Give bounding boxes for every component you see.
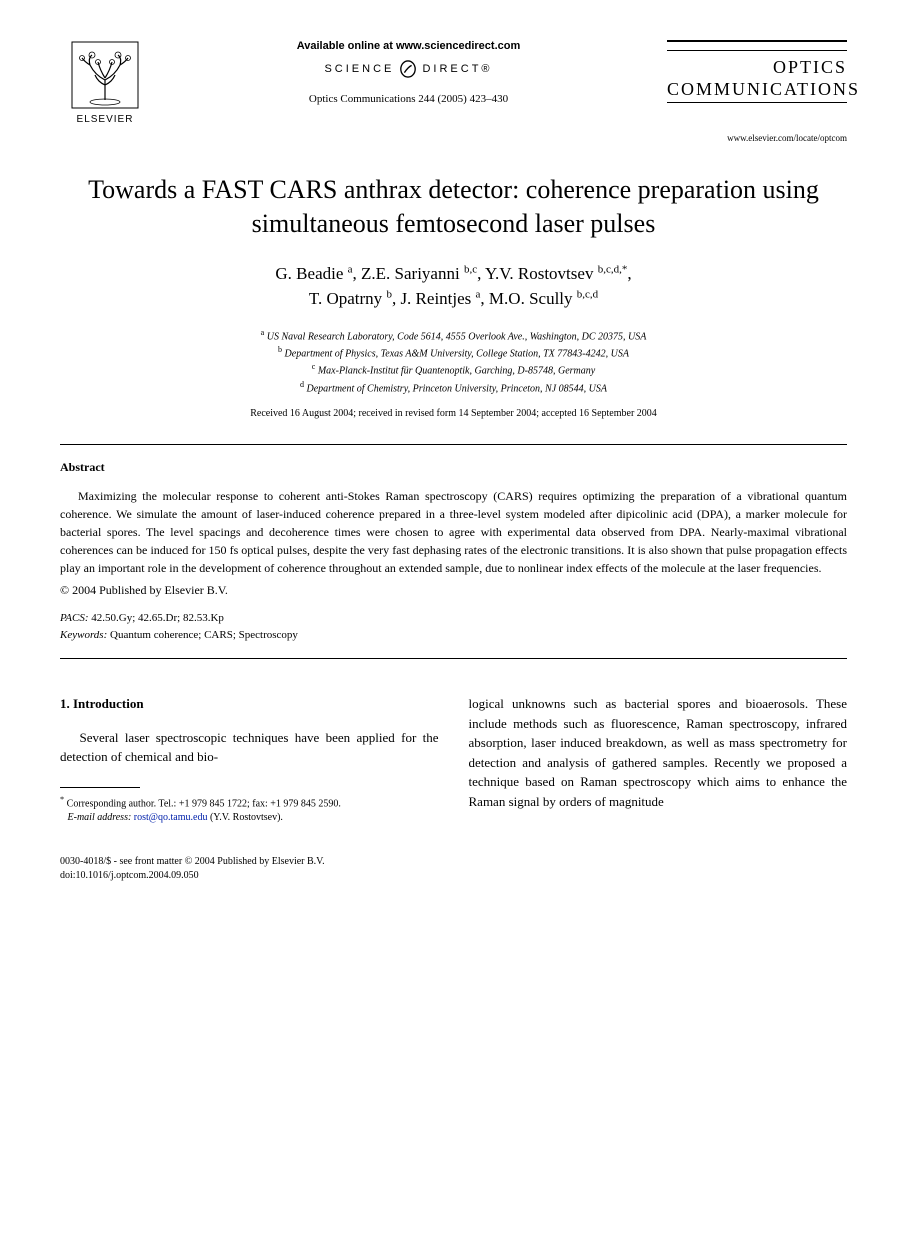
divider	[60, 658, 847, 659]
journal-name-line1: OPTICS	[667, 57, 847, 79]
footnote-text: Corresponding author. Tel.: +1 979 845 1…	[67, 798, 341, 809]
author-affil-sup: b,c	[464, 263, 477, 275]
available-online-text: Available online at www.sciencedirect.co…	[170, 40, 647, 52]
divider	[60, 444, 847, 445]
footnote-separator	[60, 787, 140, 788]
email-footnote: E-mail address: rost@qo.tamu.edu (Y.V. R…	[60, 811, 439, 825]
center-header: Available online at www.sciencedirect.co…	[150, 40, 667, 105]
pacs-label: PACS:	[60, 612, 89, 624]
author-affil-sup: b,c,d,*	[598, 263, 628, 275]
corresponding-author-footnote: * Corresponding author. Tel.: +1 979 845…	[60, 794, 439, 811]
affiliation-line: b Department of Physics, Texas A&M Unive…	[60, 344, 847, 361]
publisher-name: ELSEVIER	[77, 114, 134, 125]
body-paragraph: logical unknowns such as bacterial spore…	[469, 694, 848, 811]
pacs-values: 42.50.Gy; 42.65.Dr; 82.53.Kp	[89, 612, 224, 624]
affiliation-text: Department of Chemistry, Princeton Unive…	[306, 383, 607, 394]
authors-block: G. Beadie a, Z.E. Sariyanni b,c, Y.V. Ro…	[60, 261, 847, 312]
keywords-line: Keywords: Quantum coherence; CARS; Spect…	[60, 627, 847, 644]
footer-copyright: 0030-4018/$ - see front matter © 2004 Pu…	[60, 855, 847, 869]
paper-title: Towards a FAST CARS anthrax detector: co…	[60, 173, 847, 241]
elsevier-logo: ELSEVIER	[60, 40, 150, 140]
affiliation-line: a US Naval Research Laboratory, Code 561…	[60, 327, 847, 344]
copyright-line: © 2004 Published by Elsevier B.V.	[60, 583, 847, 598]
author-text: T. Opatrny	[309, 289, 387, 308]
section-heading: 1. Introduction	[60, 694, 439, 714]
abstract-text: Maximizing the molecular response to coh…	[60, 487, 847, 577]
affiliation-text: US Naval Research Laboratory, Code 5614,…	[267, 331, 647, 342]
email-suffix: (Y.V. Rostovtsev).	[207, 812, 282, 823]
left-column: 1. Introduction Several laser spectrosco…	[60, 694, 439, 825]
journal-reference: Optics Communications 244 (2005) 423–430	[170, 93, 647, 105]
affiliation-line: c Max-Planck-Institut für Quantenoptik, …	[60, 361, 847, 378]
author-text: , Z.E. Sariyanni	[353, 264, 464, 283]
keywords-values: Quantum coherence; CARS; Spectroscopy	[107, 629, 298, 641]
journal-box: OPTICS COMMUNICATIONS www.elsevier.com/l…	[667, 40, 847, 143]
abstract-heading: Abstract	[60, 460, 847, 475]
science-direct-logo: SCIENCE DIRECT®	[170, 60, 647, 78]
author-text: ,	[627, 264, 631, 283]
affiliations-block: a US Naval Research Laboratory, Code 561…	[60, 327, 847, 396]
author-text: G. Beadie	[275, 264, 347, 283]
pacs-line: PACS: 42.50.Gy; 42.65.Dr; 82.53.Kp	[60, 610, 847, 627]
email-label: E-mail address:	[68, 812, 132, 823]
body-columns: 1. Introduction Several laser spectrosco…	[60, 694, 847, 825]
keywords-label: Keywords:	[60, 629, 107, 641]
page-footer: 0030-4018/$ - see front matter © 2004 Pu…	[60, 855, 847, 883]
body-paragraph: Several laser spectroscopic techniques h…	[60, 728, 439, 767]
affiliation-text: Department of Physics, Texas A&M Univers…	[285, 348, 629, 359]
submission-dates: Received 16 August 2004; received in rev…	[60, 408, 847, 419]
author-text: , Y.V. Rostovtsev	[477, 264, 598, 283]
pacs-keywords-block: PACS: 42.50.Gy; 42.65.Dr; 82.53.Kp Keywo…	[60, 610, 847, 643]
right-column: logical unknowns such as bacterial spore…	[469, 694, 848, 825]
sciencedirect-at-icon	[399, 60, 417, 78]
author-text: , J. Reintjes	[392, 289, 476, 308]
journal-url: www.elsevier.com/locate/optcom	[667, 133, 847, 143]
journal-name-line2: COMMUNICATIONS	[667, 79, 847, 101]
footer-doi: doi:10.1016/j.optcom.2004.09.050	[60, 869, 847, 883]
elsevier-tree-icon	[70, 40, 140, 110]
author-affil-sup: b,c,d	[577, 289, 598, 301]
author-text: , M.O. Scully	[480, 289, 576, 308]
email-link[interactable]: rost@qo.tamu.edu	[134, 812, 208, 823]
affiliation-line: d Department of Chemistry, Princeton Uni…	[60, 379, 847, 396]
paper-header: ELSEVIER Available online at www.science…	[60, 40, 847, 143]
affiliation-text: Max-Planck-Institut für Quantenoptik, Ga…	[318, 366, 595, 377]
